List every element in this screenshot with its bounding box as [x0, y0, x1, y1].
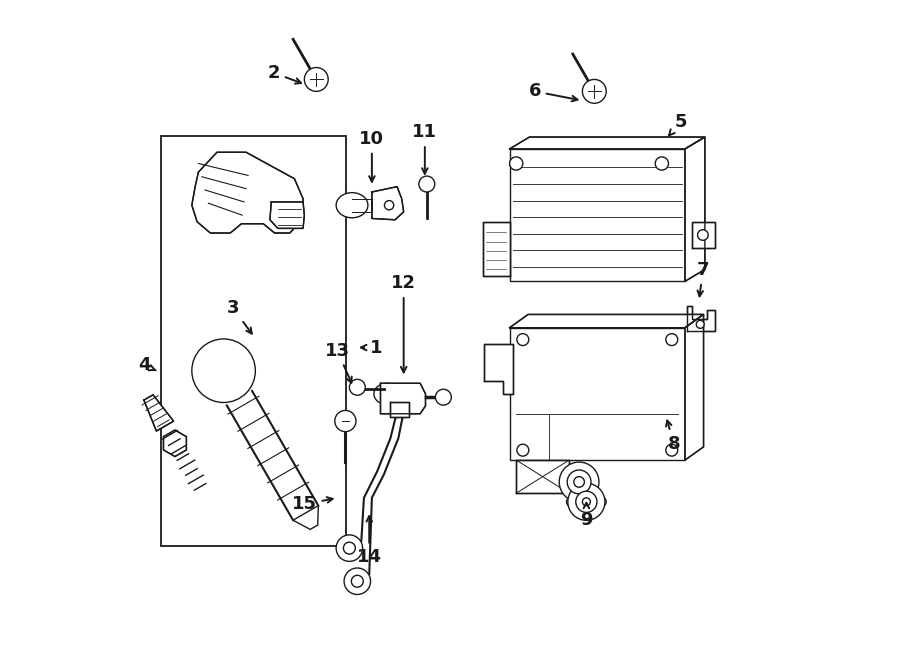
- Bar: [509, 328, 685, 460]
- Text: 10: 10: [359, 130, 384, 182]
- Circle shape: [559, 462, 599, 502]
- Polygon shape: [270, 202, 304, 228]
- Text: 14: 14: [356, 516, 382, 567]
- Text: 9: 9: [580, 502, 592, 529]
- Circle shape: [351, 575, 364, 587]
- Text: 12: 12: [392, 274, 416, 373]
- Ellipse shape: [566, 493, 607, 511]
- Bar: [509, 149, 685, 281]
- Text: 7: 7: [697, 261, 709, 297]
- Text: 5: 5: [669, 113, 687, 136]
- Circle shape: [344, 542, 356, 554]
- Circle shape: [509, 157, 523, 170]
- Circle shape: [192, 339, 256, 402]
- Polygon shape: [484, 344, 513, 394]
- Polygon shape: [381, 383, 426, 414]
- Polygon shape: [372, 187, 404, 220]
- Circle shape: [666, 334, 678, 346]
- Text: 2: 2: [267, 64, 301, 83]
- Polygon shape: [391, 402, 409, 417]
- Circle shape: [203, 350, 244, 391]
- Bar: [161, 136, 346, 546]
- Circle shape: [344, 568, 371, 594]
- Polygon shape: [192, 152, 303, 233]
- Polygon shape: [685, 137, 705, 281]
- Circle shape: [349, 379, 365, 395]
- Circle shape: [336, 535, 363, 561]
- Circle shape: [418, 176, 435, 192]
- Text: 3: 3: [227, 299, 252, 334]
- Circle shape: [517, 334, 529, 346]
- Polygon shape: [685, 314, 704, 460]
- Polygon shape: [517, 460, 569, 493]
- Text: 11: 11: [412, 123, 437, 174]
- Ellipse shape: [336, 193, 368, 218]
- Circle shape: [698, 230, 708, 240]
- Text: 15: 15: [292, 495, 333, 514]
- Text: 13: 13: [325, 342, 352, 383]
- Circle shape: [335, 410, 356, 432]
- Polygon shape: [164, 430, 186, 457]
- Text: 1: 1: [361, 338, 382, 357]
- Circle shape: [384, 201, 393, 210]
- Polygon shape: [687, 306, 715, 331]
- Ellipse shape: [374, 383, 400, 404]
- Text: 6: 6: [528, 82, 578, 101]
- Polygon shape: [509, 137, 705, 149]
- Circle shape: [568, 483, 605, 520]
- Circle shape: [574, 477, 584, 487]
- Circle shape: [304, 68, 328, 91]
- Polygon shape: [483, 222, 509, 276]
- Text: 8: 8: [666, 420, 680, 453]
- Circle shape: [655, 157, 669, 170]
- Circle shape: [666, 444, 678, 456]
- Polygon shape: [691, 222, 715, 248]
- Circle shape: [697, 320, 704, 328]
- Circle shape: [517, 444, 529, 456]
- Circle shape: [436, 389, 451, 405]
- Circle shape: [214, 361, 233, 380]
- Circle shape: [567, 470, 591, 494]
- Circle shape: [582, 498, 590, 506]
- Polygon shape: [144, 395, 174, 431]
- Polygon shape: [509, 314, 704, 328]
- Circle shape: [576, 491, 597, 512]
- Polygon shape: [293, 506, 319, 530]
- Circle shape: [582, 79, 607, 103]
- Text: 4: 4: [138, 356, 156, 375]
